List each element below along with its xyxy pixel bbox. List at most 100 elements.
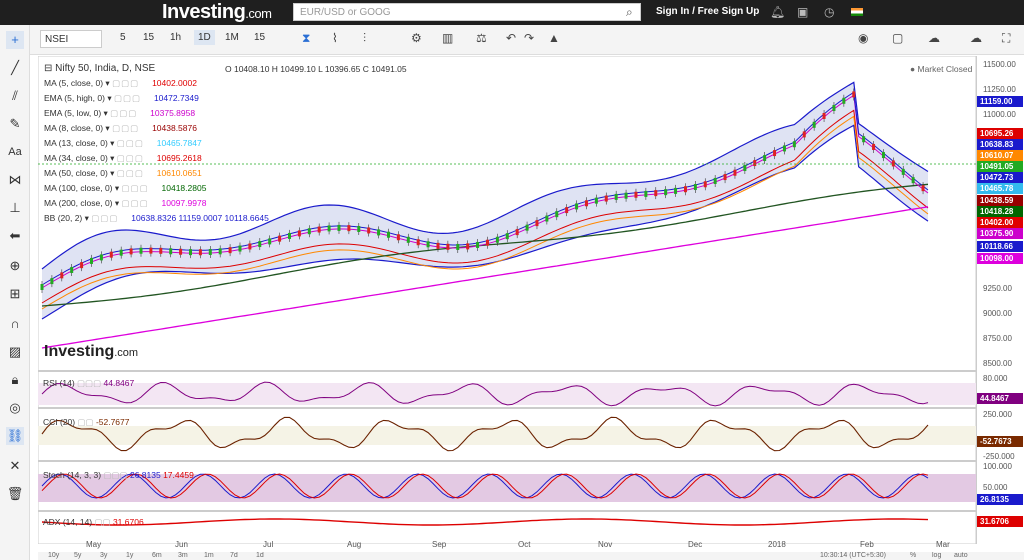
indicator-legend: ⊟ Nifty 50, India, D, NSE MA (5, close, … — [44, 61, 269, 226]
symbol-input[interactable]: NSEI — [40, 30, 102, 48]
camera-icon[interactable]: ◉ — [858, 31, 869, 45]
signin-link[interactable]: Sign In / Free Sign Up — [656, 6, 760, 17]
candle-body — [50, 278, 54, 285]
month-label: Oct — [518, 540, 531, 549]
forecast-icon[interactable]: ⊥ — [9, 200, 21, 215]
zoom-icon[interactable]: ⊕ — [9, 258, 21, 273]
indicator-row[interactable]: EMA (5, high, 0) ▾ ▢▢▢ 10472.7349 — [44, 91, 269, 106]
interval-1h[interactable]: 1h — [170, 32, 182, 43]
range-button[interactable]: 10y — [48, 552, 60, 559]
link-icon[interactable]: ⛓ — [6, 427, 24, 445]
candle-body — [575, 203, 579, 210]
candle-body — [604, 195, 608, 202]
scale-option[interactable]: log — [932, 552, 942, 559]
compare-icon[interactable]: ⚖ — [476, 31, 487, 45]
interval-1d[interactable]: 1D — [194, 30, 215, 45]
indicator-row[interactable]: MA (8, close, 0) ▾ ▢▢▢ 10438.5876 — [44, 121, 269, 136]
trash-icon[interactable]: 🗑︎ — [6, 486, 24, 501]
lock-drawings-icon[interactable]: ▨ — [8, 344, 22, 359]
range-button[interactable]: 3y — [100, 552, 108, 559]
stoch-label: Stoch (14, 3, 3) ▢▢▢ 26.8135 17.4459 — [43, 470, 194, 480]
undo-icon[interactable]: ↶ — [506, 31, 517, 45]
indicator-row[interactable]: MA (5, close, 0) ▾ ▢▢▢ 10402.0002 — [44, 76, 269, 91]
arrow-icon[interactable]: ⬅ — [9, 228, 21, 243]
pattern-icon[interactable]: ⋈ — [8, 172, 22, 187]
candle-body — [476, 241, 480, 248]
indicator-buttons[interactable]: ▢▢▢ — [116, 153, 144, 163]
indicator-buttons[interactable]: ▢▢▢ — [112, 78, 140, 88]
bars-icon[interactable]: ⫶ — [363, 31, 367, 45]
gear-icon[interactable]: ⚙ — [411, 31, 422, 45]
fib-icon[interactable]: ⫽ — [12, 88, 18, 103]
month-label: 2018 — [768, 540, 786, 549]
candle-body — [446, 243, 450, 250]
text-icon[interactable]: Aa — [8, 146, 22, 158]
investing-logo[interactable]: Investing.com — [162, 1, 272, 23]
range-button[interactable]: 1m — [204, 552, 214, 559]
candles-icon[interactable]: ⧗ — [302, 31, 311, 45]
redo-icon[interactable]: ↷ — [524, 31, 535, 45]
indicator-row[interactable]: EMA (5, low, 0) ▾ ▢▢▢ 10375.8958 — [44, 106, 269, 121]
indicators-icon[interactable]: ▥ — [442, 31, 454, 45]
cci-band — [38, 426, 976, 445]
indicator-row[interactable]: MA (100, close, 0) ▾ ▢▢▢ 10418.2805 — [44, 181, 269, 196]
lock-icon[interactable]: 🔒︎ — [11, 372, 19, 387]
range-button[interactable]: 1d — [256, 552, 264, 559]
price-label: 10695.26 — [977, 128, 1023, 139]
fullscreen-icon[interactable]: ⛶ — [1002, 31, 1011, 45]
indicator-buttons[interactable]: ▢▢▢ — [113, 93, 142, 103]
indicator-row[interactable]: MA (13, close, 0) ▾ ▢▢▢ 10465.7847 — [44, 136, 269, 151]
tools-icon[interactable]: ✕ — [9, 458, 21, 473]
interval-15m[interactable]: 15 — [143, 32, 155, 43]
search-icon[interactable]: ⌕ — [626, 5, 633, 19]
ma200-line — [41, 206, 929, 349]
interval-custom[interactable]: 15 — [254, 32, 266, 43]
indicator-buttons[interactable]: ▢▢▢ — [116, 168, 144, 178]
time-axis[interactable]: May Jun Jul Aug Sep Oct Nov Dec 2018 Feb Mar — [38, 538, 976, 552]
indicator-buttons[interactable]: ▢▢▢ — [110, 108, 138, 118]
line-chart-icon[interactable]: ⌇ — [332, 31, 338, 45]
range-button[interactable]: 7d — [230, 552, 238, 559]
indicator-buttons[interactable]: ▢▢▢ — [121, 198, 149, 208]
eye-icon[interactable]: ◎ — [9, 400, 21, 415]
indicator-buttons[interactable]: ▢▢▢ — [121, 183, 149, 193]
clock-icon[interactable]: ◷ — [824, 5, 835, 19]
indicator-row[interactable]: MA (34, close, 0) ▾ ▢▢▢ 10695.2618 — [44, 151, 269, 166]
candle-body — [89, 257, 93, 264]
indicator-buttons[interactable]: ▢▢▢ — [112, 123, 140, 133]
portfolio-icon[interactable]: ▣ — [797, 5, 809, 19]
indicator-buttons[interactable]: ▢▢▢ — [116, 138, 144, 148]
alert-icon[interactable]: ▲ — [548, 31, 560, 45]
candle-body — [238, 245, 242, 252]
cloud-save-icon[interactable]: ☁ — [970, 31, 982, 45]
interval-5m[interactable]: 5 — [120, 32, 126, 43]
search-input[interactable]: EUR/USD or GOOG — [293, 3, 641, 21]
brush-icon[interactable]: ✎ — [9, 116, 21, 131]
scale-option[interactable]: % — [910, 552, 917, 559]
range-button[interactable]: 6m — [152, 552, 162, 559]
indicator-value: 10695.2618 — [156, 153, 202, 163]
price-chart[interactable] — [38, 56, 976, 544]
price-label: 10118.66 — [977, 241, 1023, 252]
indicator-row[interactable]: BB (20, 2) ▾ ▢▢▢ 10638.8326 11159.0007 10… — [44, 211, 269, 226]
scale-option[interactable]: auto — [954, 552, 968, 559]
bell-icon[interactable]: 🔔︎ — [770, 5, 786, 19]
range-button[interactable]: 1y — [126, 552, 134, 559]
cloud-load-icon[interactable]: ☁ — [928, 31, 940, 45]
trendline-icon[interactable]: ╱ — [11, 60, 19, 75]
magnet-icon[interactable]: ∩ — [10, 316, 20, 331]
crosshair-icon[interactable]: + — [6, 31, 24, 49]
interval-1m[interactable]: 1M — [225, 32, 239, 43]
indicator-row[interactable]: MA (50, close, 0) ▾ ▢▢▢ 10610.0651 — [44, 166, 269, 181]
range-button[interactable]: 3m — [178, 552, 188, 559]
measure-icon[interactable]: ⊞ — [9, 286, 21, 301]
range-button[interactable]: 5y — [74, 552, 82, 559]
candle-body — [703, 181, 707, 188]
candle-body — [565, 207, 569, 214]
indicator-buttons[interactable]: ▢▢▢ — [91, 213, 119, 223]
india-flag-icon[interactable] — [851, 8, 863, 16]
price-label: 10638.83 — [977, 139, 1023, 150]
indicator-row[interactable]: MA (200, close, 0) ▾ ▢▢▢ 10097.9978 — [44, 196, 269, 211]
price-axis[interactable]: 11500.00 11250.00 11000.00 9250.00 9000.… — [976, 56, 1024, 544]
layout-icon[interactable]: ▢ — [892, 31, 904, 45]
